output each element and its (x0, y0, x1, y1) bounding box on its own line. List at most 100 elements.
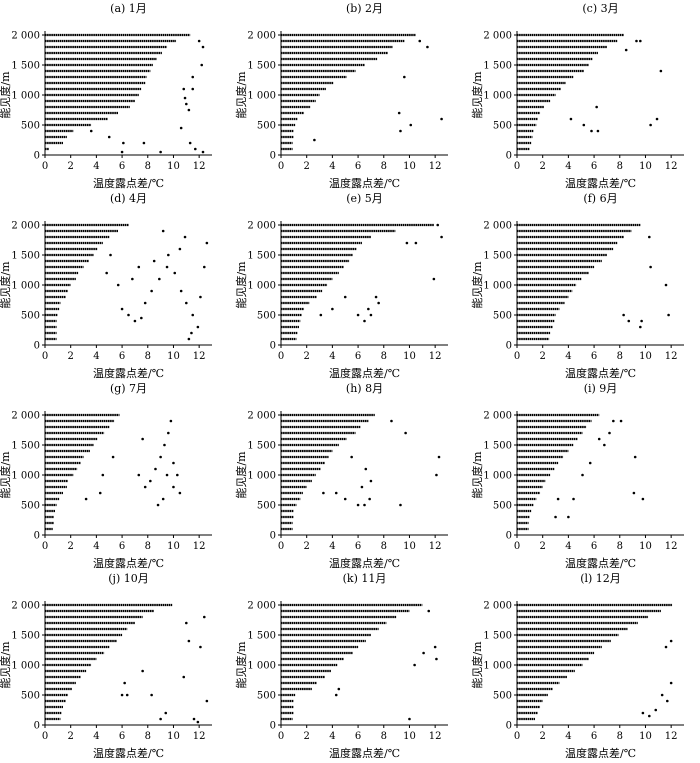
data-point (669, 639, 673, 643)
data-point (350, 455, 353, 459)
x-tick-label: 10 (167, 731, 180, 742)
data-point (669, 681, 673, 685)
data-point (84, 497, 88, 501)
y-axis-label: 能见度/m (470, 261, 484, 309)
data-point (596, 129, 600, 133)
data-point (666, 699, 669, 703)
data-point (185, 102, 188, 106)
x-tick-label: 6 (119, 161, 125, 172)
y-tick-label: 500 (21, 311, 40, 322)
x-tick-label: 2 (304, 351, 310, 362)
y-axis-label: 能见度/m (470, 451, 484, 499)
x-tick-label: 10 (403, 731, 416, 742)
data-point (603, 443, 606, 447)
data-point (319, 313, 323, 317)
data-point (105, 271, 108, 275)
subplot: (d) 4月 0 2 4 6 8 10 12 0 500 1 000 1 500 2 000 温度露点差/… (0, 192, 212, 380)
subplot-title: (b) 2月 (346, 2, 383, 15)
data-point (390, 419, 393, 423)
y-tick-label: 2 000 (247, 411, 276, 422)
data-point (182, 87, 186, 91)
x-tick-label: 8 (381, 161, 387, 172)
x-tick-label: 4 (329, 351, 335, 362)
x-tick-label: 10 (639, 731, 652, 742)
x-tick-label: 12 (665, 541, 678, 552)
y-tick-label: 1 500 (483, 251, 512, 262)
data-point (154, 467, 157, 471)
x-tick-label: 10 (167, 161, 180, 172)
data-point (364, 467, 368, 471)
data-point (143, 485, 147, 489)
data-point (334, 693, 338, 697)
data-point (597, 437, 601, 441)
data-point (437, 455, 441, 459)
data-point (101, 473, 105, 477)
x-tick-label: 10 (639, 351, 652, 362)
x-tick-label: 10 (167, 351, 180, 362)
data-point (196, 720, 200, 724)
x-tick-label: 8 (617, 731, 623, 742)
data-point (194, 147, 197, 151)
subplot: (b) 2月 0 2 4 6 8 10 12 0 500 1 000 1 500 2 000 温度露点差/… (234, 2, 448, 190)
data-point (150, 289, 153, 293)
x-axis-label: 温度露点差/℃ (93, 176, 164, 190)
y-tick-label: 0 (34, 341, 40, 352)
y-tick-label: 500 (493, 121, 512, 132)
x-tick-label: 2 (68, 731, 74, 742)
subplot: (a) 1月 0 2 4 6 8 10 12 0 500 1 000 1 500 2 000 温度露点差/… (0, 2, 212, 190)
x-tick-label: 12 (665, 161, 678, 172)
x-tick-label: 6 (355, 351, 361, 362)
x-tick-label: 6 (119, 351, 125, 362)
y-tick-label: 1 000 (11, 91, 40, 102)
data-point (137, 265, 141, 269)
x-tick-label: 2 (68, 351, 74, 362)
data-point (89, 129, 93, 133)
data-point (196, 325, 200, 329)
data-point (659, 69, 663, 73)
x-tick-label: 6 (355, 541, 361, 552)
subplot-title: (e) 5月 (346, 192, 383, 205)
data-point (201, 45, 205, 49)
y-tick-label: 1 500 (11, 631, 40, 642)
data-point (159, 150, 162, 154)
x-tick-label: 12 (193, 351, 206, 362)
y-tick-label: 1 000 (247, 661, 276, 672)
data-point (159, 455, 162, 459)
data-point (369, 313, 373, 317)
x-tick-label: 6 (119, 731, 125, 742)
y-tick-label: 1 500 (11, 441, 40, 452)
x-tick-label: 8 (617, 541, 623, 552)
data-point (627, 319, 631, 323)
data-point (426, 45, 429, 49)
x-tick-label: 0 (278, 161, 284, 172)
y-tick-label: 0 (270, 721, 276, 732)
x-tick-label: 4 (565, 161, 571, 172)
subplot: (c) 3月 0 2 4 6 8 10 12 0 500 1 000 1 500 2 000 温度露点差/… (470, 2, 684, 190)
data-point (172, 461, 175, 465)
y-axis-label: 能见度/m (0, 451, 12, 499)
subplot: (l) 12月 0 2 4 6 8 10 12 0 500 1 000 1 500 2 000 温度露点差… (470, 572, 684, 760)
data-point (149, 479, 152, 483)
y-tick-label: 500 (493, 691, 512, 702)
y-tick-label: 1 000 (11, 661, 40, 672)
x-tick-label: 6 (591, 161, 597, 172)
data-point (165, 265, 169, 269)
data-point (399, 503, 402, 507)
x-axis-label: 温度露点差/℃ (329, 746, 400, 758)
data-point (173, 271, 177, 275)
y-tick-label: 1 500 (247, 631, 276, 642)
data-point (581, 473, 584, 477)
y-axis-label: 能见度/m (0, 641, 12, 689)
x-axis-label: 温度露点差/℃ (565, 556, 636, 570)
y-tick-label: 1 500 (11, 61, 40, 72)
data-point (572, 497, 575, 501)
x-tick-label: 6 (591, 541, 597, 552)
x-tick-label: 12 (429, 541, 442, 552)
data-point (202, 615, 206, 619)
data-point (556, 497, 560, 501)
y-tick-label: 0 (34, 151, 40, 162)
data-point (334, 491, 338, 495)
x-tick-label: 0 (42, 351, 48, 362)
data-point (413, 663, 416, 667)
data-point (156, 503, 160, 507)
